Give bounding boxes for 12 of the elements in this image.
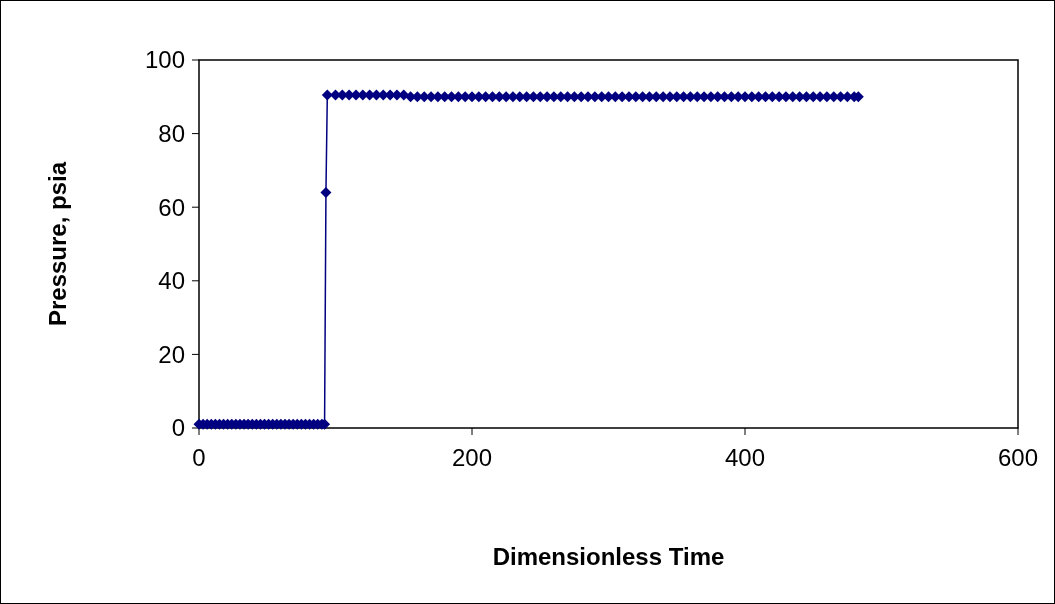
y-tick-label: 80 [158,120,185,147]
x-axis-title: Dimensionless Time [492,543,725,570]
y-tick-label: 100 [144,46,185,74]
y-tick-label: 60 [158,193,185,221]
y-tick-label: 40 [158,267,185,295]
x-tick-label: 600 [997,444,1039,471]
x-tick-label: 0 [192,444,206,471]
y-axis-title: Pressure, psia [44,161,71,327]
x-tick-label: 400 [724,444,766,471]
y-tick-label: 20 [158,340,185,368]
x-tick-label: 200 [451,444,493,471]
y-tick-label: 0 [171,414,185,442]
